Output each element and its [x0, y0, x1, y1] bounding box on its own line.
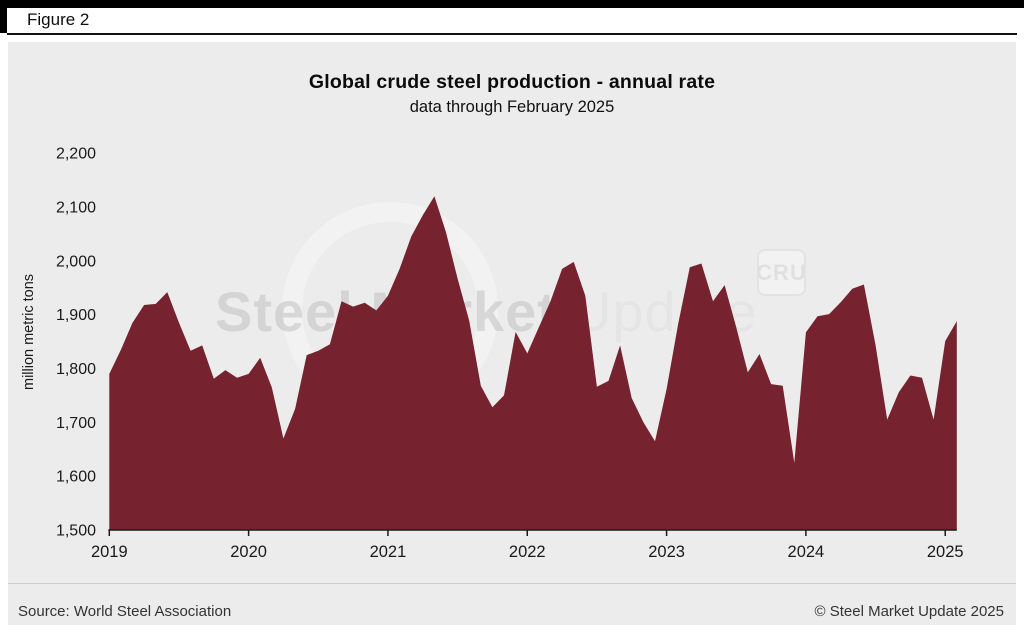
- x-axis-label: 2019: [91, 543, 128, 561]
- chart-subtitle: data through February 2025: [409, 98, 615, 116]
- header-divider: [7, 33, 1017, 35]
- top-black-bar: [0, 0, 1024, 8]
- x-axis-label: 2022: [509, 543, 546, 561]
- copyright-note: © Steel Market Update 2025: [814, 603, 1005, 620]
- x-axis-label: 2020: [230, 543, 267, 561]
- source-note: Source: World Steel Association: [18, 603, 232, 620]
- footer-divider: [8, 583, 1016, 584]
- figure-label: Figure 2: [27, 10, 90, 29]
- cru-badge: CRU: [756, 249, 806, 296]
- y-axis-label: 1,700: [56, 415, 96, 432]
- chart-title: Global crude steel production - annual r…: [308, 71, 716, 93]
- x-axis-label: 2024: [788, 543, 825, 561]
- left-black-strip: [0, 0, 7, 33]
- y-axis-label: 1,500: [56, 523, 96, 540]
- x-axis-label: 2021: [370, 543, 407, 561]
- y-axis-label: 2,000: [56, 253, 96, 270]
- x-axis-label: 2025: [927, 543, 964, 561]
- area-series: [109, 196, 957, 531]
- y-axis-label: 1,800: [56, 361, 96, 378]
- y-axis-label: 2,100: [56, 200, 96, 217]
- x-axis-label: 2023: [648, 543, 685, 561]
- y-axis-label: 1,600: [56, 469, 96, 486]
- y-axis-label: 2,200: [56, 146, 96, 163]
- y-axis-title: million metric tons: [21, 274, 37, 390]
- y-axis-label: 1,900: [56, 307, 96, 324]
